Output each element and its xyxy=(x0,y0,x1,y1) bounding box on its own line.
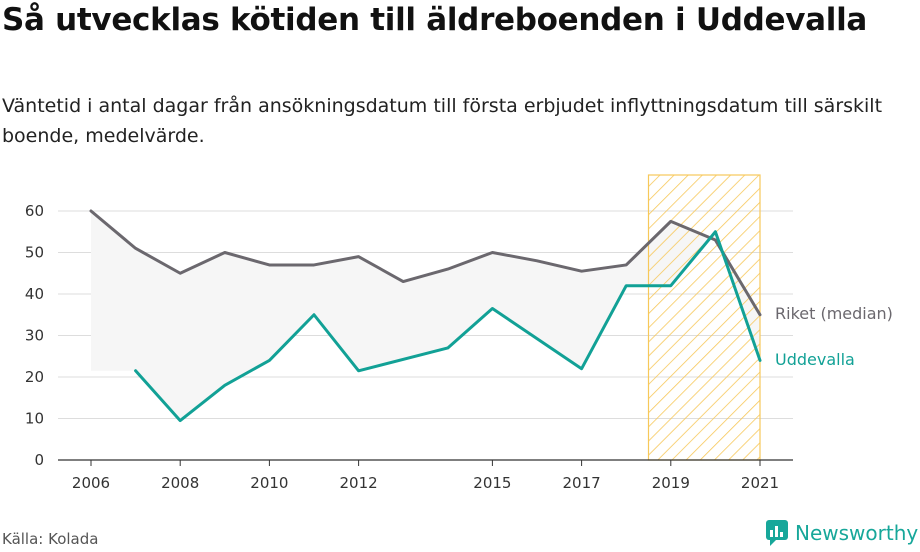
y-tick-label: 40 xyxy=(25,285,44,303)
source-note: Källa: Kolada xyxy=(2,530,99,548)
y-tick-label: 50 xyxy=(25,244,44,262)
x-tick-label: 2006 xyxy=(72,474,110,492)
uddevalla-line xyxy=(134,230,762,423)
x-tick-label: 2017 xyxy=(563,474,601,492)
chart-title: Så utvecklas kötiden till äldreboenden i… xyxy=(2,2,868,38)
range-band xyxy=(91,211,760,421)
riket-median-line xyxy=(89,209,762,317)
y-tick-label: 0 xyxy=(34,451,44,469)
y-tick-label: 20 xyxy=(25,368,44,386)
y-tick-label: 30 xyxy=(25,327,44,345)
brand-name: Newsworthy xyxy=(795,521,919,545)
x-tick-label: 2012 xyxy=(340,474,378,492)
series-label: Riket (median) xyxy=(775,304,893,323)
x-tick-label: 2010 xyxy=(250,474,288,492)
highlight-period xyxy=(647,174,761,461)
newsworthy-logo-icon xyxy=(766,520,788,546)
x-tick-label: 2015 xyxy=(473,474,511,492)
x-tick-label: 2021 xyxy=(741,474,779,492)
x-tick-label: 2019 xyxy=(652,474,690,492)
brand-logo: Newsworthy xyxy=(765,519,918,547)
y-tick-label: 60 xyxy=(25,202,44,220)
y-tick-label: 10 xyxy=(25,410,44,428)
x-tick-label: 2008 xyxy=(161,474,199,492)
chart-subtitle: Väntetid i antal dagar från ansökningsda… xyxy=(2,95,883,147)
series-label: Uddevalla xyxy=(775,350,855,369)
